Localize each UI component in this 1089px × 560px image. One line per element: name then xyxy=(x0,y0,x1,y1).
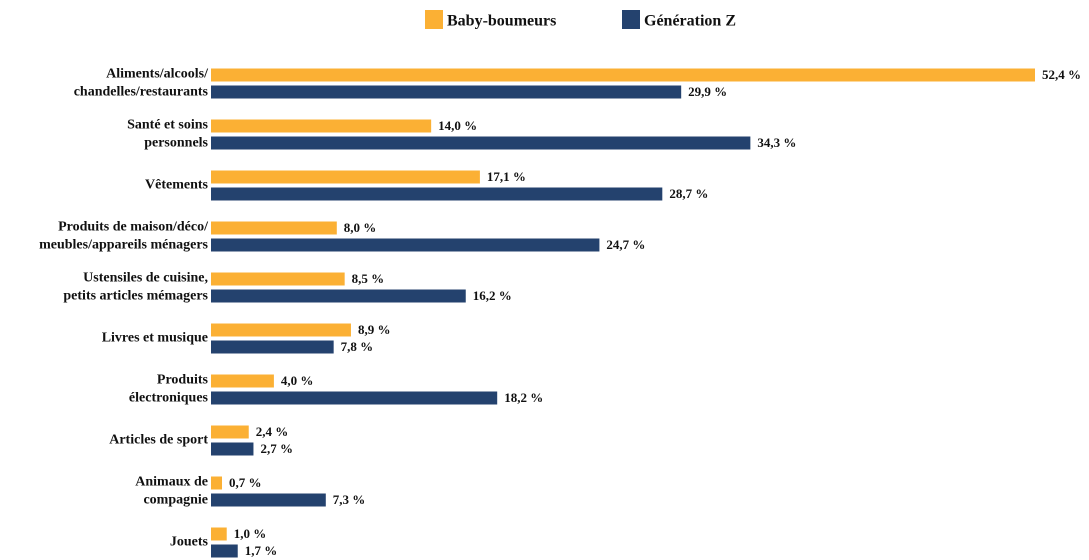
bar xyxy=(211,272,345,286)
legend-swatch xyxy=(425,10,443,29)
bar xyxy=(211,340,334,354)
value-label: 4,0 % xyxy=(281,373,314,388)
category-label: Jouets xyxy=(170,535,209,550)
bar xyxy=(211,136,751,150)
value-label: 24,7 % xyxy=(606,237,645,252)
value-label: 8,9 % xyxy=(358,322,391,337)
value-label: 7,8 % xyxy=(341,339,374,354)
category-label: Animaux de compagnie xyxy=(135,475,208,508)
bar xyxy=(211,374,274,388)
category-label: Aliments/alcools/chandelles/restaurants xyxy=(74,67,209,100)
category-label: Produits de maison/déco/meubles/appareil… xyxy=(39,220,209,253)
bar xyxy=(211,391,498,405)
bar xyxy=(211,476,223,490)
category-label: Vêtements xyxy=(145,178,209,193)
legend-label: Baby-boumeurs xyxy=(447,13,556,30)
bar xyxy=(211,68,1035,82)
bar xyxy=(211,289,466,303)
bar xyxy=(211,493,326,507)
legend-label: Génération Z xyxy=(644,13,736,30)
bar xyxy=(211,221,337,235)
bar xyxy=(211,425,249,439)
value-label: 14,0 % xyxy=(438,118,477,133)
category-label: Produits électroniques xyxy=(129,373,209,406)
bar xyxy=(211,119,432,133)
category-label: Santé et soins personnels xyxy=(127,118,208,151)
value-label: 29,9 % xyxy=(688,84,727,99)
value-label: 16,2 % xyxy=(473,288,512,303)
value-label: 52,4 % xyxy=(1042,67,1081,82)
category-label: Articles de sport xyxy=(109,433,208,448)
value-label: 7,3 % xyxy=(333,492,366,507)
value-label: 8,5 % xyxy=(352,271,385,286)
value-label: 0,7 % xyxy=(229,475,262,490)
bar xyxy=(211,544,238,558)
bar xyxy=(211,442,254,456)
value-label: 8,0 % xyxy=(344,220,377,235)
bar xyxy=(211,323,351,337)
value-label: 18,2 % xyxy=(504,390,543,405)
value-label: 34,3 % xyxy=(757,135,796,150)
category-label: Ustensiles de cuisine, petits articles mé… xyxy=(63,271,208,304)
legend-swatch xyxy=(622,10,640,29)
value-label: 17,1 % xyxy=(487,169,526,184)
value-label: 2,7 % xyxy=(260,441,293,456)
bar xyxy=(211,527,227,541)
category-label: Livres et musique xyxy=(102,331,208,346)
bar xyxy=(211,187,663,201)
bar xyxy=(211,238,600,252)
value-label: 1,0 % xyxy=(234,526,267,541)
bar xyxy=(211,85,682,99)
bar xyxy=(211,170,480,184)
value-label: 1,7 % xyxy=(245,543,278,558)
value-label: 28,7 % xyxy=(669,186,708,201)
value-label: 2,4 % xyxy=(256,424,289,439)
